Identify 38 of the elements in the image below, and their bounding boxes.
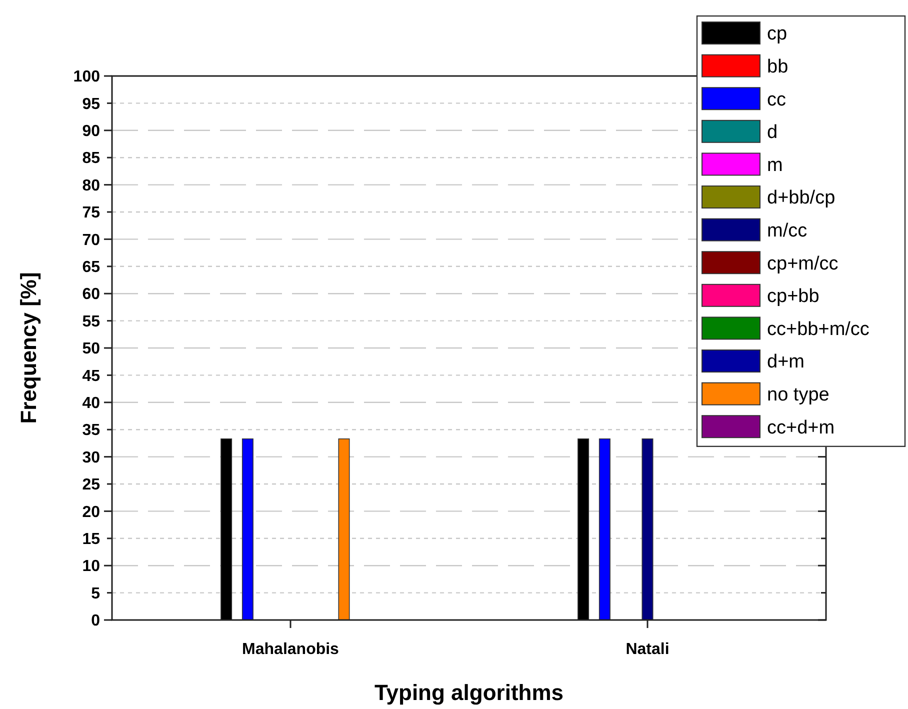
legend-label: m/cc [767, 220, 808, 242]
legend-label: cp+bb [767, 286, 820, 308]
legend-label: no type [767, 384, 830, 406]
legend-label: d [767, 122, 778, 144]
y-tick-label: 65 [82, 259, 100, 276]
y-axis-title: Frequency [%] [16, 272, 41, 424]
legend-label: bb [767, 56, 788, 78]
legend-label: cc+bb+m/cc [767, 318, 870, 340]
y-tick-label: 20 [82, 504, 100, 521]
x-axis-title: Typing algorithms [374, 680, 564, 705]
y-tick-label: 60 [82, 286, 100, 304]
legend-label: d+m [767, 352, 804, 373]
y-tick-label: 70 [82, 232, 100, 249]
legend-label: cc [767, 89, 786, 110]
y-tick-label: 45 [82, 368, 100, 385]
y-tick-label: 100 [73, 68, 100, 86]
y-tick-label: 55 [82, 313, 100, 330]
y-tick-label: 25 [82, 476, 100, 494]
y-tick-label: 15 [82, 531, 100, 548]
y-tick-label: 80 [82, 177, 100, 194]
y-tick-label: 5 [91, 585, 100, 602]
y-tick-label: 90 [82, 123, 100, 140]
x-tick-label: Natali [626, 641, 670, 658]
y-tick-label: 50 [82, 340, 100, 358]
y-tick-label: 75 [82, 204, 100, 222]
legend-label: d+bb/cp [767, 188, 836, 209]
y-tick-label: 40 [82, 395, 100, 412]
x-tick-label: Mahalanobis [242, 641, 340, 658]
legend-label: cp [767, 24, 788, 45]
y-tick-label: 85 [82, 150, 100, 168]
legend-label: m [767, 154, 783, 176]
y-tick-label: 0 [91, 612, 100, 630]
legend-label: cp+m/cc [767, 253, 838, 274]
legend-label: cc+d+m [767, 417, 835, 438]
y-tick-label: 35 [82, 422, 100, 440]
y-tick-label: 10 [82, 558, 100, 576]
y-tick-label: 95 [82, 96, 100, 113]
y-tick-label: 30 [82, 449, 100, 466]
